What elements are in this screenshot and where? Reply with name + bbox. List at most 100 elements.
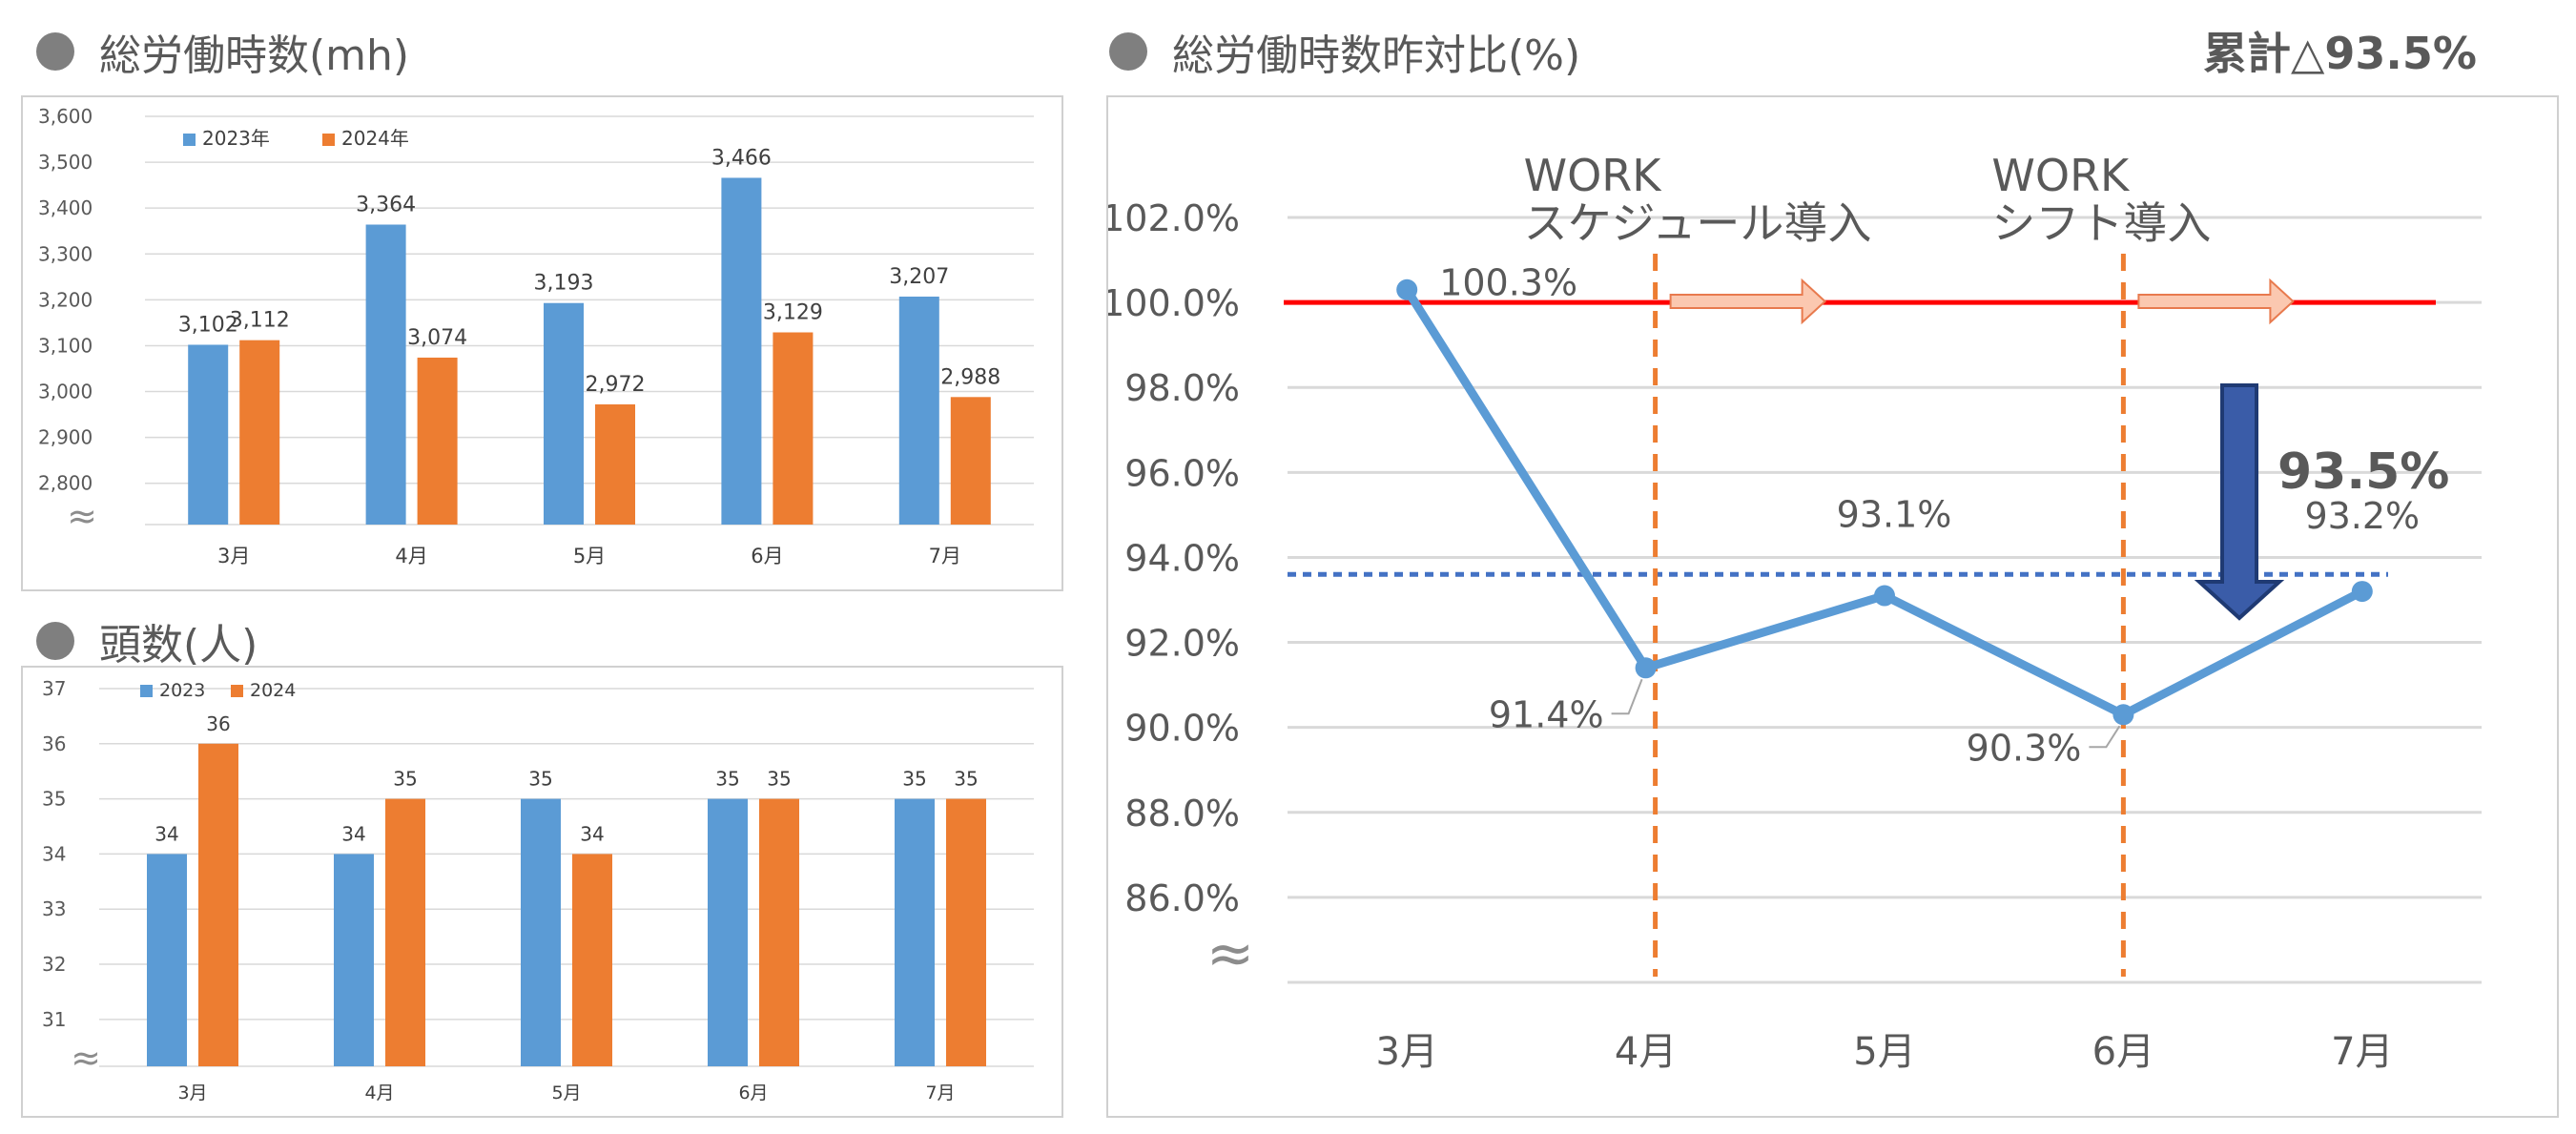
down-arrow-icon bbox=[2194, 383, 2285, 621]
bar-2024年 bbox=[239, 340, 280, 525]
label-leader-line bbox=[2089, 725, 2121, 749]
data-label: 3,129 bbox=[763, 301, 823, 325]
data-label: 3,074 bbox=[407, 326, 467, 350]
bar-2024年 bbox=[595, 404, 635, 525]
headcount-section-title: 頭数(人) bbox=[36, 610, 258, 671]
bar-2023 bbox=[147, 854, 187, 1066]
y-tick-label: 2,900 bbox=[38, 426, 93, 449]
data-label: 3,102 bbox=[178, 313, 238, 337]
legend-label: 2023 bbox=[159, 680, 205, 701]
y-tick-label: 98.0% bbox=[1124, 367, 1240, 409]
data-label: 91.4% bbox=[1489, 693, 1604, 735]
y-tick-label: 102.0% bbox=[1108, 197, 1240, 239]
bar-2024年 bbox=[773, 332, 814, 525]
data-label: 90.3% bbox=[1967, 727, 2082, 769]
y-tick-label: 3,100 bbox=[38, 334, 93, 357]
legend-label: 2024年 bbox=[341, 127, 409, 150]
bar-2023年 bbox=[721, 177, 762, 525]
right-arrow-icon bbox=[2137, 278, 2295, 325]
y-tick-label: 3,200 bbox=[38, 288, 93, 311]
y-tick-label: 2,800 bbox=[38, 472, 93, 495]
data-label: 2,988 bbox=[940, 365, 1000, 389]
data-label: 100.3% bbox=[1439, 262, 1577, 304]
y-tick-label: 3,500 bbox=[38, 151, 93, 174]
data-label: 3,112 bbox=[230, 309, 290, 333]
y-tick-label: 88.0% bbox=[1124, 793, 1240, 835]
data-label: 35 bbox=[902, 768, 926, 791]
legend-swatch bbox=[322, 134, 335, 146]
annotation-work-label: WORK bbox=[1991, 150, 2131, 201]
data-label: 35 bbox=[954, 768, 978, 791]
data-label: 3,207 bbox=[889, 265, 949, 289]
data-label: 34 bbox=[155, 822, 178, 845]
data-label: 35 bbox=[528, 768, 552, 791]
headcount-title: 頭数(人) bbox=[99, 621, 258, 670]
y-tick-label: 96.0% bbox=[1124, 452, 1240, 494]
hours-title: 総労働時数(mh) bbox=[99, 31, 410, 80]
bar-2023年 bbox=[898, 296, 939, 525]
data-label: 93.2% bbox=[2304, 495, 2420, 537]
y-tick-label: 35 bbox=[42, 788, 66, 811]
data-label: 36 bbox=[206, 712, 230, 735]
x-tick-label: 3月 bbox=[1375, 1030, 1437, 1074]
x-tick-label: 5月 bbox=[551, 1082, 581, 1103]
bar-2024年 bbox=[417, 357, 458, 525]
data-point bbox=[2351, 581, 2373, 603]
bar-2024 bbox=[572, 854, 612, 1066]
bar-2023年 bbox=[544, 302, 584, 525]
legend-swatch bbox=[183, 134, 196, 146]
legend-label: 2023年 bbox=[202, 127, 270, 150]
x-tick-label: 6月 bbox=[751, 545, 783, 567]
y-tick-label: 32 bbox=[42, 953, 66, 976]
ratio-line-chart: 86.0% 88.0% 90.0% 92.0% 94.0% 96.0% 98.0% 100.0… bbox=[1102, 150, 2482, 1074]
ratio-chart-panel: 86.0% 88.0% 90.0% 92.0% 94.0% 96.0% 98.0% 100.0… bbox=[1102, 95, 2559, 1118]
x-tick-label: 7月 bbox=[929, 545, 961, 567]
x-tick-label: 4月 bbox=[395, 545, 427, 567]
bar-2024年 bbox=[950, 397, 991, 525]
bar-2023年 bbox=[188, 344, 229, 525]
data-label: 3,466 bbox=[711, 146, 772, 170]
bar-2023 bbox=[895, 798, 935, 1066]
bar-2024 bbox=[198, 743, 238, 1066]
y-tick-label: 3,300 bbox=[38, 242, 93, 265]
legend-swatch bbox=[231, 685, 243, 697]
hours-chart-panel: 2,800 2,900 3,000 3,100 3,200 3,300 3,400 3,500… bbox=[21, 95, 1063, 591]
bar-2024 bbox=[946, 798, 986, 1066]
bar-2023 bbox=[334, 854, 374, 1066]
annotation-schedule-label: スケジュール導入 bbox=[1524, 197, 1872, 249]
cumulative-total: 累計△93.5% bbox=[2203, 28, 2477, 79]
hours-bar-chart: 2,800 2,900 3,000 3,100 3,200 3,300 3,400 3,500… bbox=[38, 105, 1034, 567]
label-leader-line bbox=[1611, 678, 1643, 715]
decrease-label: 93.5% bbox=[2277, 443, 2449, 501]
y-tick-label: 90.0% bbox=[1124, 708, 1240, 750]
y-tick-label: 3,400 bbox=[38, 196, 93, 219]
y-tick-label: 86.0% bbox=[1124, 877, 1240, 919]
data-label: 93.1% bbox=[1837, 494, 1952, 536]
data-label: 34 bbox=[580, 822, 604, 845]
data-label: 35 bbox=[767, 768, 791, 791]
data-label: 35 bbox=[715, 768, 739, 791]
data-label: 2,972 bbox=[586, 373, 646, 397]
data-point bbox=[1635, 657, 1657, 679]
headcount-chart-panel: 31 32 33 34 35 36 37 ≈34 36 3月 34 35 4月 35 34 5月 35 35 6月 3… bbox=[21, 666, 1063, 1118]
x-tick-label: 5月 bbox=[573, 545, 606, 567]
data-point bbox=[2112, 704, 2134, 726]
ratio-title: 総労働時数昨対比(%) bbox=[1172, 31, 1581, 80]
x-tick-label: 6月 bbox=[738, 1082, 768, 1103]
x-tick-label: 6月 bbox=[2092, 1030, 2154, 1074]
x-tick-label: 7月 bbox=[925, 1082, 955, 1103]
y-tick-label: 36 bbox=[42, 732, 66, 755]
data-label: 35 bbox=[393, 768, 417, 791]
y-tick-label: 34 bbox=[42, 842, 66, 865]
y-tick-label: 100.0% bbox=[1108, 282, 1240, 324]
hours-section-title: 総労働時数(mh) bbox=[36, 21, 409, 82]
data-point bbox=[1874, 585, 1895, 607]
x-tick-label: 3月 bbox=[177, 1082, 207, 1103]
bullet-icon bbox=[36, 32, 74, 71]
y-tick-label: 3,000 bbox=[38, 381, 93, 403]
y-tick-label: 92.0% bbox=[1124, 623, 1240, 665]
bullet-icon bbox=[36, 622, 74, 660]
x-tick-label: 4月 bbox=[1615, 1030, 1677, 1074]
x-tick-label: 4月 bbox=[364, 1082, 394, 1103]
y-tick-label: 33 bbox=[42, 897, 66, 920]
